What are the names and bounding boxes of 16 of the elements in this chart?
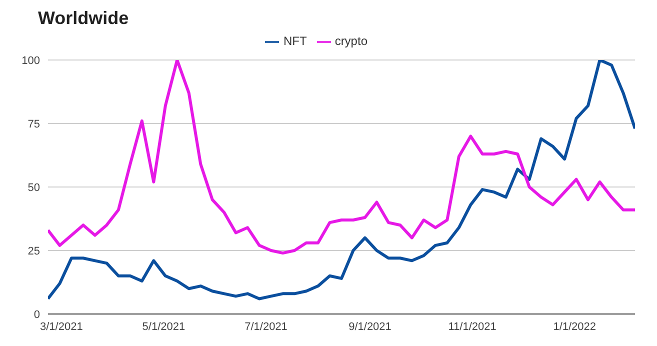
x-tick-label: 5/1/2021: [142, 320, 186, 333]
legend-label: NFT: [283, 34, 307, 48]
y-tick-label: 100: [22, 54, 40, 67]
x-tick-label: 11/1/2021: [448, 320, 496, 333]
y-tick-label: 0: [34, 308, 40, 321]
x-tick-label: 9/1/2021: [348, 320, 392, 333]
line-series: [48, 60, 635, 300]
y-tick-label: 50: [28, 182, 40, 194]
y-tick-label: 75: [28, 118, 40, 130]
legend-label: crypto: [334, 34, 368, 48]
x-tick-label: 3/1/2021: [40, 320, 83, 333]
chart-title: Worldwide: [37, 8, 130, 30]
y-tick-label: 25: [28, 245, 40, 258]
x-tick-label: 7/1/2021: [244, 320, 288, 333]
x-tick-label: 1/1/2022: [553, 320, 596, 333]
line-series: [48, 60, 635, 255]
